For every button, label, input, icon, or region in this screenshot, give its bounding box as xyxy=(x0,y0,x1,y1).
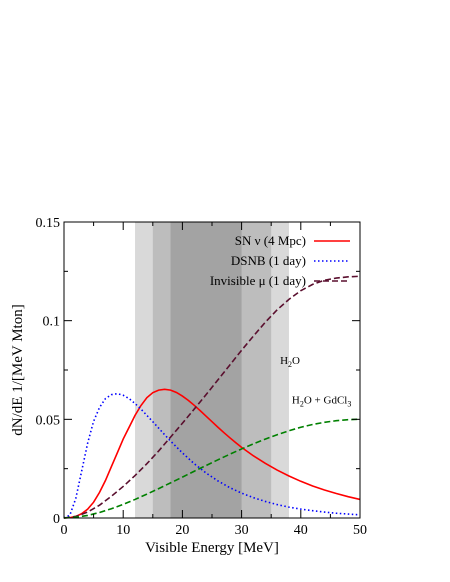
legend-label: DSNB (1 day) xyxy=(231,253,306,268)
series-line-3 xyxy=(63,418,361,519)
y-axis-title: dN/dE 1/[MeV Mton] xyxy=(10,304,26,435)
x-axis-title: Visible Energy [MeV] xyxy=(145,540,279,556)
legend-label: Invisible μ (1 day) xyxy=(210,273,306,288)
y-tick-label: 0.05 xyxy=(36,413,61,428)
x-tick-label: 40 xyxy=(294,523,308,538)
y-tick-label: 0.1 xyxy=(43,315,61,330)
y-tick-label: 0.15 xyxy=(36,216,61,231)
x-tick-label: 20 xyxy=(175,523,189,538)
series-line-0 xyxy=(63,388,361,519)
x-axis: 0 10 20 30 40 50 xyxy=(61,222,367,538)
series-line-2 xyxy=(63,275,361,519)
shaded-band-2 xyxy=(170,222,242,518)
curve-annotation-1: H2O + GdCl3 xyxy=(292,395,351,409)
x-tick-label: 0 xyxy=(61,523,68,538)
x-tick-label: 50 xyxy=(353,523,367,538)
curve-annotations: H2O H2O + GdCl3 xyxy=(280,355,351,408)
y-axis: 0 0.05 0.1 0.15 xyxy=(36,216,360,527)
y-tick-label: 0 xyxy=(53,512,60,527)
x-tick-label: 30 xyxy=(235,523,249,538)
x-tick-label: 10 xyxy=(116,523,130,538)
legend: SN ν (4 Mpc) DSNB (1 day) Invisible μ (1 d… xyxy=(210,233,350,288)
series-layer xyxy=(63,275,361,519)
shaded-energy-bands xyxy=(135,222,289,518)
legend-label: SN ν (4 Mpc) xyxy=(235,233,306,248)
curve-annotation-0: H2O xyxy=(280,355,300,369)
